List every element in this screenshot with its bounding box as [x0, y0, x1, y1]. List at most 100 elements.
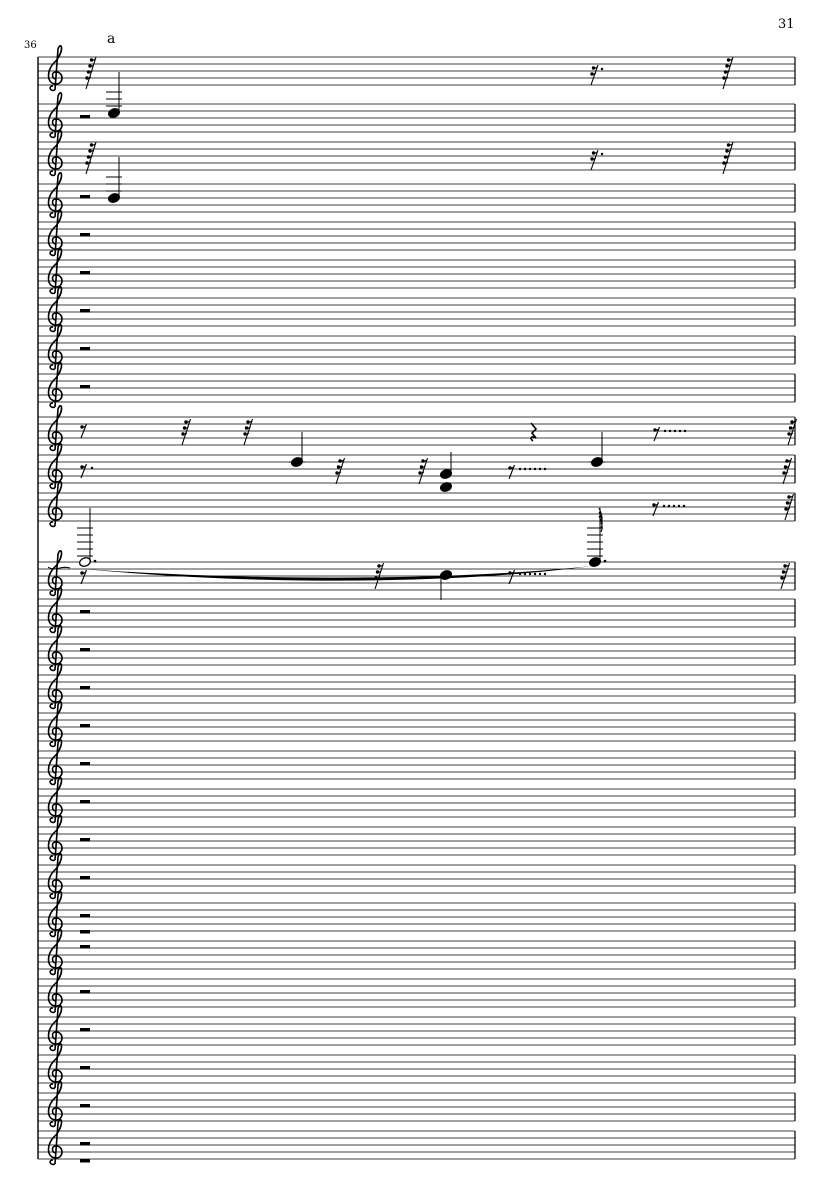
- augmentation-dot: [533, 572, 537, 576]
- half-rest: [80, 1142, 90, 1146]
- rest-hook: [787, 501, 792, 505]
- rest-stem: [784, 493, 795, 521]
- rest-hook: [336, 471, 342, 475]
- rest-hook: [653, 503, 659, 507]
- treble-clef-icon: [47, 172, 63, 219]
- eighth-rest: [508, 569, 547, 585]
- rest-hook: [723, 161, 729, 165]
- rest-hook: [244, 432, 250, 436]
- treble-clef-icon: [47, 929, 63, 976]
- rest-hook: [788, 495, 794, 499]
- augmentation-dot: [523, 467, 527, 471]
- notehead: [440, 482, 452, 492]
- rest-hook: [182, 432, 188, 436]
- thirty-second-rest: [243, 418, 254, 446]
- augmentation-dot: [662, 504, 666, 508]
- treble-clef-icon: [47, 92, 63, 139]
- thirty-second-rest: [782, 457, 793, 485]
- thirty-second-rest: [784, 493, 795, 521]
- quarter-rest: [530, 422, 538, 442]
- rest-stem: [181, 418, 192, 446]
- rest-stem: [722, 56, 734, 90]
- treble-clef-icon: [47, 967, 63, 1014]
- half-rest: [80, 686, 90, 690]
- rehearsal-mark: a: [107, 31, 116, 47]
- treble-clef-icon: [47, 362, 63, 409]
- half-rest: [80, 347, 90, 351]
- rest-hook: [247, 420, 253, 424]
- treble-clef-icon: [47, 443, 63, 490]
- rest-hook: [185, 420, 191, 424]
- rest-hook: [781, 576, 787, 580]
- tie: [47, 566, 71, 570]
- rest-hook: [591, 72, 597, 76]
- rest-hook: [786, 459, 792, 463]
- treble-clef-icon: [47, 481, 63, 528]
- treble-clef-icon: [47, 891, 63, 938]
- note: [440, 570, 452, 600]
- staff: [38, 1043, 796, 1090]
- treble-clef-icon: [47, 1081, 63, 1128]
- augmentation-dot: [518, 572, 522, 576]
- thirty-second-rest: [787, 418, 798, 446]
- rest-hook: [89, 149, 95, 153]
- rest-hook: [246, 426, 251, 430]
- staff: [38, 210, 796, 257]
- note: [77, 508, 97, 567]
- rest-hook: [338, 465, 343, 469]
- half-rest: [80, 115, 90, 119]
- staff: [38, 362, 796, 409]
- rest-hook: [785, 507, 791, 511]
- treble-clef-icon: [47, 45, 63, 92]
- rest-hook: [593, 151, 598, 155]
- augmentation-dot: [600, 67, 604, 71]
- augmentation-dot: [538, 572, 542, 576]
- staff: [38, 550, 796, 597]
- treble-clef-icon: [47, 324, 63, 371]
- rest-stem: [418, 457, 429, 485]
- rest-hook: [339, 459, 345, 463]
- augmentation-dot: [518, 467, 522, 471]
- staff: [38, 929, 796, 976]
- sixty-fourth-rest: [590, 149, 604, 171]
- thirty-second-rest: [418, 457, 429, 485]
- note: [587, 508, 607, 567]
- staff: [38, 248, 796, 295]
- staff: [38, 701, 796, 748]
- augmentation-dot: [673, 429, 677, 433]
- half-rest: [80, 195, 90, 199]
- staff: [38, 324, 796, 371]
- half-rest: [80, 800, 90, 804]
- half-rest: [80, 648, 90, 652]
- half-rest: [80, 945, 90, 949]
- note: [440, 452, 452, 479]
- rest-hook: [509, 571, 515, 575]
- treble-clef-icon: [47, 739, 63, 786]
- rest-stem: [335, 457, 346, 485]
- eighth-rest: [80, 423, 88, 439]
- staff: [38, 587, 796, 634]
- rest-hook: [91, 143, 96, 147]
- staff: [38, 891, 796, 938]
- staff: [38, 286, 796, 333]
- augmentation-dot: [528, 572, 532, 576]
- rest-hook: [88, 70, 93, 74]
- rest-hook: [184, 426, 189, 430]
- rest-hook: [422, 459, 428, 463]
- thirty-second-rest: [335, 457, 346, 485]
- treble-clef-icon: [47, 1005, 63, 1052]
- thirty-second-rest: [780, 562, 791, 590]
- staff: [38, 1081, 796, 1128]
- rest-hook: [726, 64, 732, 68]
- augmentation-dot: [523, 572, 527, 576]
- rest-hook: [791, 420, 797, 424]
- rest-stem: [782, 457, 793, 485]
- treble-clef-icon: [47, 550, 63, 597]
- half-rest: [80, 233, 90, 237]
- rest-stem: [243, 418, 254, 446]
- page-number: 31: [778, 17, 795, 32]
- staff: [38, 777, 796, 824]
- half-rest: [80, 271, 90, 275]
- rest-hook: [89, 64, 95, 68]
